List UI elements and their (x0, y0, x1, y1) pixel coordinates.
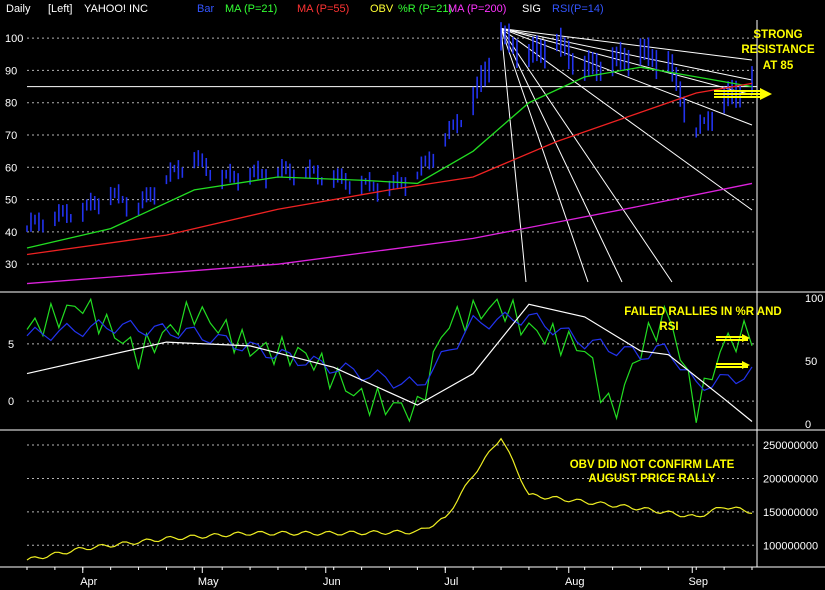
oscillator-left-tick: 0 (8, 396, 14, 408)
header-item-10: RSI(P=14) (552, 3, 604, 15)
resistance-annotation-line-1: STRONG (753, 29, 802, 41)
obv-annotation-line-1: OBV DID NOT CONFIRM LATE (570, 459, 735, 471)
pctr-line (26, 297, 753, 423)
oscillator-right-tick: 0 (805, 419, 811, 431)
header-item-8: MA (P=200) (448, 3, 506, 15)
failed-rallies-annotation-line-1: FAILED RALLIES IN %R AND (624, 306, 781, 318)
fan-line (500, 27, 753, 96)
obv-tick-label: 150000000 (763, 507, 818, 519)
resistance-annotation-line-2: RESISTANCE (741, 44, 815, 56)
sig-line (26, 303, 753, 422)
price-tick-label: 40 (5, 227, 17, 239)
oscillator-left-tick: 5 (8, 339, 14, 351)
fan-line (500, 27, 753, 81)
x-axis: Apr May Jun Jul Aug Sep (26, 567, 753, 588)
header-item-2: YAHOO! INC (84, 3, 148, 15)
x-tick-label: Sep (688, 576, 708, 588)
trendline-fan (500, 27, 753, 283)
x-tick-label: Apr (80, 576, 97, 588)
price-tick-label: 100 (5, 33, 23, 45)
price-tick-label: 50 (5, 195, 17, 207)
header-item-7: %R (P=21) (398, 3, 452, 15)
failed-rally-marker-rsi (716, 334, 750, 342)
fan-line (500, 28, 589, 283)
price-tick-label: 30 (5, 259, 17, 271)
fan-line (500, 28, 673, 283)
price-tick-label: 80 (5, 98, 17, 110)
header-item-3: Bar (197, 3, 214, 15)
failed-rallies-annotation-line-2: RSI (659, 321, 678, 333)
oscillator-panel (26, 297, 753, 423)
oscillator-right-tick: 100 (805, 293, 823, 305)
x-tick-label: Jun (323, 576, 341, 588)
fan-line (500, 28, 623, 283)
fan-line (500, 28, 527, 283)
header-item-0: Daily (6, 3, 31, 15)
fan-line (500, 27, 753, 126)
header-legend: Daily [Left] YAHOO! INC Bar MA (P=21) MA (P=5… (6, 3, 604, 15)
x-tick-label: Aug (565, 576, 585, 588)
grid-lines (27, 37, 757, 546)
header-item-9: SIG (522, 3, 541, 15)
x-tick-label: Jul (444, 576, 458, 588)
resistance-highlight-marker (714, 88, 772, 100)
obv-tick-label: 250000000 (763, 440, 818, 452)
ma200-line (26, 182, 753, 285)
failed-rally-marker-pctr (716, 361, 750, 369)
fan-line (500, 28, 753, 211)
header-item-1: [Left] (48, 3, 72, 15)
oscillator-right-tick: 50 (805, 356, 817, 368)
price-tick-label: 60 (5, 162, 17, 174)
obv-tick-label: 200000000 (763, 473, 818, 485)
header-item-6: OBV (370, 3, 394, 15)
resistance-annotation-line-3: AT 85 (763, 60, 794, 72)
obv-annotation-line-2: AUGUST PRICE RALLY (588, 473, 716, 485)
tick-labels: 3040506070809010005050100100000000150000… (5, 33, 823, 552)
x-tick-label: May (198, 576, 219, 588)
obv-tick-label: 100000000 (763, 540, 818, 552)
ma55-line (26, 82, 753, 256)
header-item-5: MA (P=55) (297, 3, 349, 15)
price-tick-label: 70 (5, 130, 17, 142)
obv-panel (26, 437, 753, 561)
obv-line (26, 437, 753, 561)
header-item-4: MA (P=21) (225, 3, 277, 15)
fan-line (500, 27, 753, 61)
price-tick-label: 90 (5, 65, 17, 77)
ma21-line (26, 66, 753, 249)
rsi-line (26, 311, 753, 392)
